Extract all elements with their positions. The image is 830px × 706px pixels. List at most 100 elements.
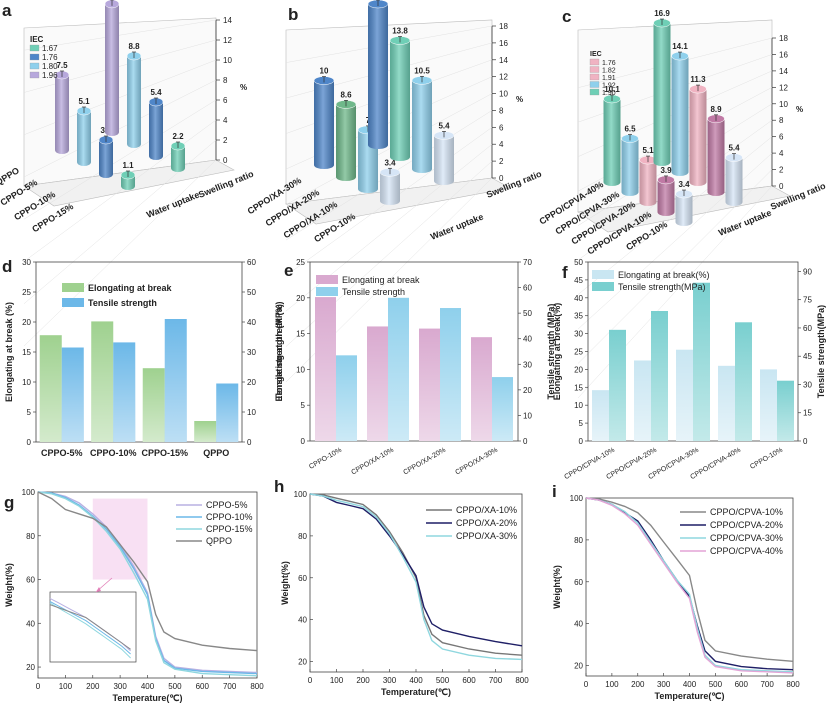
- legend-label: CPPO/XA-30%: [456, 531, 517, 541]
- y-tick-label: 100: [294, 490, 308, 499]
- bar-value-label: 11.3: [690, 75, 706, 84]
- y2-axis-label: Tensile strength (MPa): [274, 304, 284, 400]
- bar-fade: [367, 326, 388, 441]
- bar-fade: [61, 347, 84, 442]
- y2-tick-label: 45: [803, 352, 812, 361]
- category-label: CPPO-10%: [308, 447, 343, 471]
- bar-shade: [689, 89, 707, 186]
- x-tick-label: 0: [308, 676, 313, 685]
- gridline: [23, 159, 217, 347]
- legend-label: Elongating at break: [88, 283, 173, 293]
- y2-tick-label: 0: [247, 438, 252, 447]
- y-tick-label: 10: [779, 100, 788, 109]
- y-tick-label: 14: [779, 67, 788, 76]
- y-tick-label: 0: [579, 437, 584, 446]
- y-tick-label: 15: [22, 348, 31, 357]
- y-tick-label: 0: [499, 174, 504, 183]
- category-label: CPPO-5%: [41, 448, 83, 458]
- x-axis-label: Temperature(℃): [113, 693, 183, 703]
- bar-fade: [777, 380, 794, 441]
- inset-arrowhead: [96, 587, 101, 592]
- y2-tick-label: 40: [523, 335, 532, 344]
- inset-frame: [49, 591, 137, 663]
- bar-fade: [216, 383, 239, 442]
- x-axis-label: Temperature(℃): [381, 687, 451, 697]
- bar-fade: [492, 377, 513, 441]
- y2-tick-label: 90: [803, 267, 812, 276]
- inset-line: [49, 604, 131, 650]
- category-label: CPPO/XA-30%: [454, 447, 499, 477]
- bar-value-label: 7.5: [56, 61, 68, 70]
- bar-value-label: 5.1: [642, 146, 654, 155]
- legend-label: CPPO-10%: [206, 512, 253, 522]
- legend-swatch: [592, 282, 614, 291]
- bar-shade: [380, 172, 400, 205]
- series-axis-label: Water uptake: [717, 208, 773, 238]
- series-line: [37, 491, 258, 652]
- x-tick-label: 700: [223, 682, 237, 691]
- y-tick-label: 5: [301, 401, 306, 410]
- legend-label: QPPO: [206, 536, 232, 546]
- y-tick-label: 12: [779, 83, 788, 92]
- bar-shade: [390, 40, 410, 161]
- y-tick-label: 6: [499, 123, 504, 132]
- y-tick-label: 4: [499, 140, 504, 149]
- x-tick-label: 500: [709, 680, 723, 689]
- bar-shade: [412, 80, 432, 173]
- legend-swatch: [62, 283, 84, 292]
- bar-shade: [105, 3, 119, 136]
- legend-label: CPPO-5%: [206, 500, 248, 510]
- y-tick-label: 40: [26, 619, 35, 628]
- y-tick-label: 16: [499, 39, 508, 48]
- y-axis-label: %: [240, 83, 247, 92]
- x-axis-label: Temperature(℃): [655, 691, 725, 701]
- inset-line: [49, 602, 131, 659]
- bar-shade: [671, 56, 689, 176]
- y-tick-label: 8: [779, 116, 784, 125]
- y-tick-label: 18: [499, 22, 508, 31]
- y-tick-label: 6: [223, 96, 228, 105]
- legend-label: 1.67: [42, 44, 58, 53]
- y-tick-label: 50: [574, 258, 583, 267]
- series-line: [37, 491, 258, 677]
- x-tick-label: 600: [735, 680, 749, 689]
- y2-tick-label: 0: [523, 437, 528, 446]
- y2-tick-label: 30: [247, 348, 256, 357]
- y-tick-label: 100: [570, 494, 584, 503]
- legend-swatch: [29, 71, 40, 79]
- bar-fade: [336, 355, 357, 441]
- panel-label-i: i: [552, 482, 557, 501]
- y-tick-label: 20: [574, 365, 583, 374]
- y-tick-label: 80: [298, 532, 307, 541]
- series-line: [37, 491, 258, 674]
- series-line: [585, 497, 794, 673]
- y-tick-label: 15: [296, 330, 305, 339]
- y-axis-label: Weight(%): [552, 565, 562, 609]
- panel-label-e: e: [284, 261, 293, 280]
- y-tick-label: 10: [574, 401, 583, 410]
- legend-swatch: [29, 62, 40, 70]
- legend-label: Tensile strength(MPa): [618, 282, 706, 292]
- bar-shade: [707, 118, 725, 196]
- legend-label: CPPO/CPVA-10%: [710, 507, 783, 517]
- x-tick-label: 700: [760, 680, 774, 689]
- panel-label-a: a: [2, 1, 12, 20]
- y-tick-label: 20: [22, 318, 31, 327]
- y2-tick-label: 10: [247, 408, 256, 417]
- legend-label: 1.76: [42, 53, 58, 62]
- y-tick-label: 5: [27, 408, 32, 417]
- legend-title: IEC: [30, 35, 44, 44]
- y-tick-label: 10: [296, 365, 305, 374]
- bar-shade: [653, 23, 671, 166]
- bar-shade: [639, 160, 657, 206]
- y2-tick-label: 40: [247, 318, 256, 327]
- panel-c: c 0 2 4 6 8 10 12 14 16 18% 10.1 6.5 5.1 3.9 3.4 16.9 14.…: [538, 7, 827, 399]
- category-label: QPPO: [0, 165, 21, 187]
- legend-label: Tensile strength: [342, 287, 405, 297]
- bar-shade: [368, 3, 388, 149]
- y-axis-label: Weight(%): [280, 561, 290, 605]
- legend-label: 1.90: [602, 90, 616, 97]
- bar-fade: [388, 297, 409, 441]
- bar-value-label: 8.8: [128, 42, 140, 51]
- panel-g: g 0 100 200 300 400 500 600 700 800 20 40 60 80 100 Tem…: [4, 488, 264, 703]
